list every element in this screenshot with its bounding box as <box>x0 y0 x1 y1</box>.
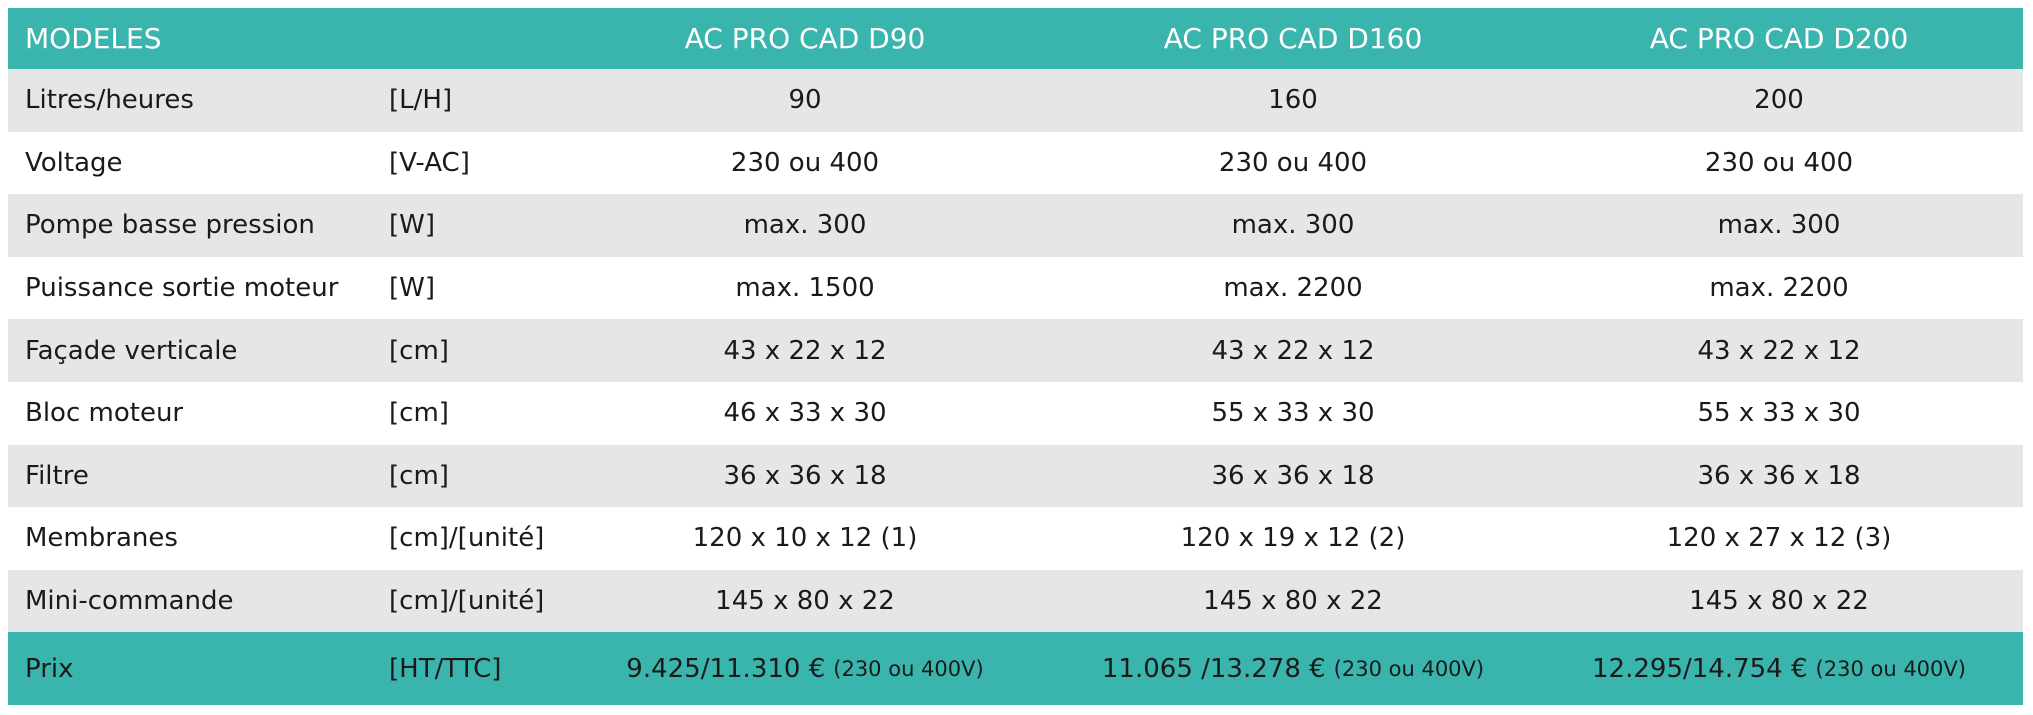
price-cell: 9.425/11.310 € (230 ou 400V) <box>565 632 1045 705</box>
table-row: Litres/heures [L/H] 90 160 200 <box>8 69 2023 132</box>
table-row: Filtre [cm] 36 x 36 x 18 36 x 36 x 18 36 x 3… <box>8 444 2023 508</box>
value-cell: 230 ou 400 <box>730 147 880 178</box>
price: 9.425/11.310 € <box>626 653 826 684</box>
value-cell: 145 x 80 x 22 <box>1203 586 1383 617</box>
value-cell: 55 x 33 x 30 <box>1697 398 1861 429</box>
value-cell: 43 x 22 x 12 <box>1697 335 1861 366</box>
unit: [W] <box>389 210 435 241</box>
value-cell: 90 <box>788 85 822 116</box>
table-row: Voltage [V-AC] 230 ou 400 230 ou 400 230 ou … <box>8 131 2023 195</box>
row-label: Bloc moteur <box>25 398 184 429</box>
unit: [cm]/[unité] <box>389 523 545 554</box>
unit: [L/H] <box>389 85 453 116</box>
row-label: Puissance sortie moteur <box>25 273 339 304</box>
unit: [cm]/[unité] <box>389 586 545 617</box>
value-cell: max. 300 <box>1231 210 1355 241</box>
price-note: (230 ou 400V) <box>1815 656 1966 681</box>
unit: [W] <box>389 273 435 304</box>
value-cell: 36 x 36 x 18 <box>723 460 887 491</box>
table-row: Façade verticale [cm] 43 x 22 x 12 43 x 22 … <box>8 319 2023 382</box>
row-label: Filtre <box>25 460 89 491</box>
value-cell: 55 x 33 x 30 <box>1211 398 1375 429</box>
value-cell: 43 x 22 x 12 <box>1211 335 1375 366</box>
unit: [V-AC] <box>389 147 470 178</box>
unit: [cm] <box>389 398 449 429</box>
row-label: Pompe basse pression <box>25 210 315 241</box>
value-cell: 120 x 19 x 12 (2) <box>1180 523 1406 554</box>
value-cell: 230 ou 400 <box>1704 147 1854 178</box>
unit: [cm] <box>389 460 449 491</box>
header-cell: AC PRO CAD D160 <box>1163 22 1423 55</box>
value-cell: max. 1500 <box>735 273 875 304</box>
value-cell: 200 <box>1754 85 1804 116</box>
price-row: Prix [HT/TTC] 9.425/11.310 € (230 ou 400V) 1… <box>8 632 2023 706</box>
price-cell: 12.295/14.754 € (230 ou 400V) <box>1539 632 2019 705</box>
price-note: (230 ou 400V) <box>1333 656 1485 681</box>
value-cell: 36 x 36 x 18 <box>1211 460 1375 491</box>
value-cell: max. 300 <box>743 210 867 241</box>
price: 11.065 /13.278 € <box>1101 653 1326 684</box>
header-cell: AC PRO CAD D90 <box>684 22 926 55</box>
row-label: Façade verticale <box>25 335 238 366</box>
table-row: Mini-commande [cm]/[unité] 145 x 80 x 22 14… <box>8 569 2023 633</box>
row-label: Membranes <box>25 523 178 554</box>
value-cell: max. 2200 <box>1709 273 1849 304</box>
price-note: (230 ou 400V) <box>833 656 984 681</box>
table-row: Bloc moteur [cm] 46 x 33 x 30 55 x 33 x 30 5… <box>8 381 2023 445</box>
table-row: Puissance sortie moteur [W] max. 1500 max. … <box>8 256 2023 320</box>
value-cell: max. 2200 <box>1223 273 1363 304</box>
header-row: MODELES AC PRO CAD D90 AC PRO CAD D160 AC P… <box>8 8 2023 69</box>
value-cell: 36 x 36 x 18 <box>1697 460 1861 491</box>
value-cell: 160 <box>1268 85 1318 116</box>
unit: [cm] <box>389 335 449 366</box>
price: 12.295/14.754 € <box>1592 653 1808 684</box>
value-cell: 120 x 27 x 12 (3) <box>1666 523 1892 554</box>
header-cell: AC PRO CAD D200 <box>1649 22 1909 55</box>
table-row: Pompe basse pression [W] max. 300 max. 300 m… <box>8 194 2023 257</box>
spec-table: MODELES AC PRO CAD D90 AC PRO CAD D160 AC P… <box>8 8 2023 706</box>
price-cell: 11.065 /13.278 € (230 ou 400V) <box>1053 632 1533 705</box>
value-cell: 120 x 10 x 12 (1) <box>692 523 918 554</box>
table-row: Membranes [cm]/[unité] 120 x 10 x 12 (1) 12… <box>8 507 2023 570</box>
value-cell: 230 ou 400 <box>1218 147 1368 178</box>
header-cell: MODELES <box>25 22 162 55</box>
row-label: Voltage <box>25 147 123 178</box>
unit: [HT/TTC] <box>389 653 502 684</box>
value-cell: 145 x 80 x 22 <box>1689 586 1869 617</box>
row-label: Prix <box>25 653 74 684</box>
value-cell: 43 x 22 x 12 <box>723 335 887 366</box>
row-label: Litres/heures <box>25 85 194 116</box>
value-cell: 46 x 33 x 30 <box>723 398 887 429</box>
row-label: Mini-commande <box>25 586 234 617</box>
value-cell: 145 x 80 x 22 <box>715 586 895 617</box>
value-cell: max. 300 <box>1717 210 1841 241</box>
